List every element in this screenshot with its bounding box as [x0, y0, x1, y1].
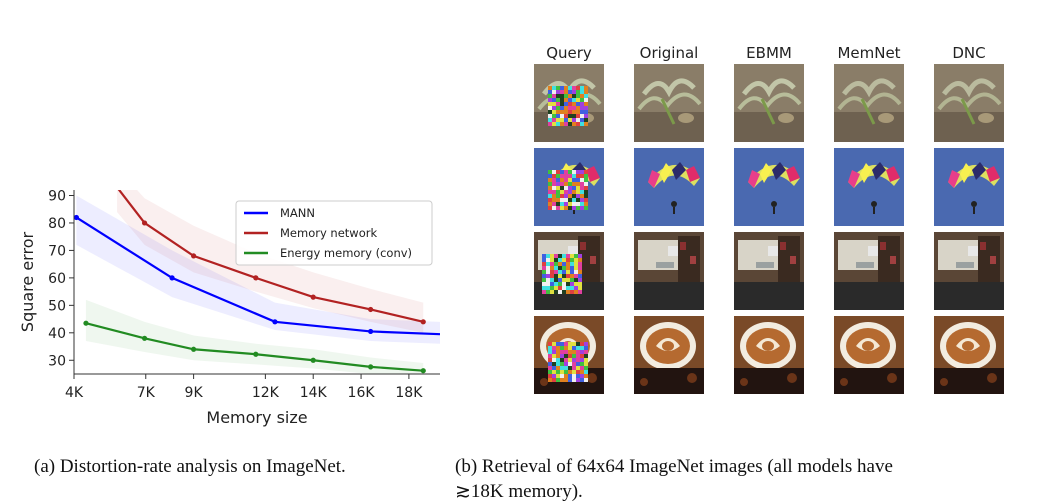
x-tick-label: 7K: [137, 385, 156, 401]
retrieval-thumbnail: [934, 148, 1004, 226]
x-tick-label: 16K: [348, 385, 376, 401]
retrieval-thumbnail: [834, 64, 904, 142]
x-axis-title: Memory size: [206, 408, 307, 427]
point-0-1: [169, 275, 175, 281]
y-axis-title: Square error: [18, 232, 37, 333]
retrieval-thumbnail: [734, 64, 804, 142]
point-1-1: [141, 220, 148, 226]
point-2-3: [253, 351, 259, 357]
retrieval-thumbnail: [634, 148, 704, 226]
retrieval-thumbnail: [934, 232, 1004, 310]
confidence-bands: [76, 190, 440, 374]
retrieval-thumbnail: [834, 148, 904, 226]
x-tick-label: 4K: [65, 385, 84, 401]
caption-b: (b) Retrieval of 64x64 ImageNet images (…: [455, 456, 893, 477]
y-tick-label: 90: [48, 188, 66, 204]
legend-box: [235, 200, 433, 266]
point-0-0: [74, 214, 79, 221]
retrieval-thumbnail: [634, 232, 704, 310]
series-lines: [74, 190, 440, 374]
retrieval-thumbnail: [834, 316, 904, 394]
x-tick-label: 14K: [300, 385, 328, 401]
retrieval-thumbnail: [734, 148, 804, 226]
retrieval-thumbnail: [534, 148, 604, 226]
point-0-2: [272, 319, 278, 325]
legend-label-2: Energy memory (conv): [280, 246, 412, 260]
column-header: Original: [639, 44, 699, 62]
caption-b-continued: ≳18K memory).: [455, 481, 583, 502]
point-2-0: [83, 320, 89, 326]
retrieval-thumbnail: [834, 232, 904, 310]
retrieval-thumbnail: [734, 232, 804, 310]
point-1-5: [368, 306, 374, 313]
x-tick-label: 18K: [395, 385, 423, 401]
column-header: MemNet: [837, 44, 901, 62]
retrieval-thumbnail: [534, 232, 604, 310]
retrieval-thumbnail: [934, 64, 1004, 142]
point-0-3: [368, 328, 374, 335]
legend-label-0: MANN: [280, 206, 315, 220]
legend-label-1: Memory network: [280, 226, 377, 240]
chart-axes: 30 40 50 60 70 80 90 4K 7K 9K 12K 14K 16K 18K Memory s…: [18, 188, 440, 427]
distortion-rate-chart: 30 40 50 60 70 80 90 4K 7K 9K 12K 14K 16K 18K Memory s…: [18, 188, 440, 427]
x-tick-label: 12K: [252, 385, 280, 401]
point-1-4: [310, 294, 316, 300]
y-tick-label: 50: [48, 298, 66, 314]
column-header: EBMM: [746, 44, 792, 62]
point-2-1: [141, 335, 148, 341]
y-tick-label: 40: [48, 326, 66, 342]
point-2-5: [368, 364, 374, 370]
retrieval-thumbnail: [634, 316, 704, 394]
caption-a: (a) Distortion-rate analysis on ImageNet…: [34, 456, 346, 477]
column-header: Query: [546, 44, 592, 62]
retrieval-thumbnail: [734, 316, 804, 394]
y-tick-label: 30: [48, 353, 66, 369]
point-2-4: [310, 357, 316, 363]
y-tick-label: 70: [48, 243, 66, 259]
retrieval-thumbnail: [534, 316, 604, 394]
chart-legend: MANN Memory network Energy memory (conv): [235, 200, 433, 266]
x-tick-label: 9K: [185, 385, 204, 401]
retrieval-thumbnail: [934, 316, 1004, 394]
point-1-2: [191, 253, 197, 259]
band-2: [85, 299, 424, 374]
point-1-3: [253, 275, 259, 281]
retrieval-thumbnail: [634, 64, 704, 142]
point-2-6: [420, 368, 426, 374]
column-header: DNC: [952, 44, 986, 62]
y-tick-label: 80: [48, 216, 66, 232]
y-tick-label: 60: [48, 271, 66, 287]
retrieval-thumbnail: [534, 64, 604, 142]
point-1-6: [420, 319, 426, 325]
point-2-2: [191, 346, 197, 352]
